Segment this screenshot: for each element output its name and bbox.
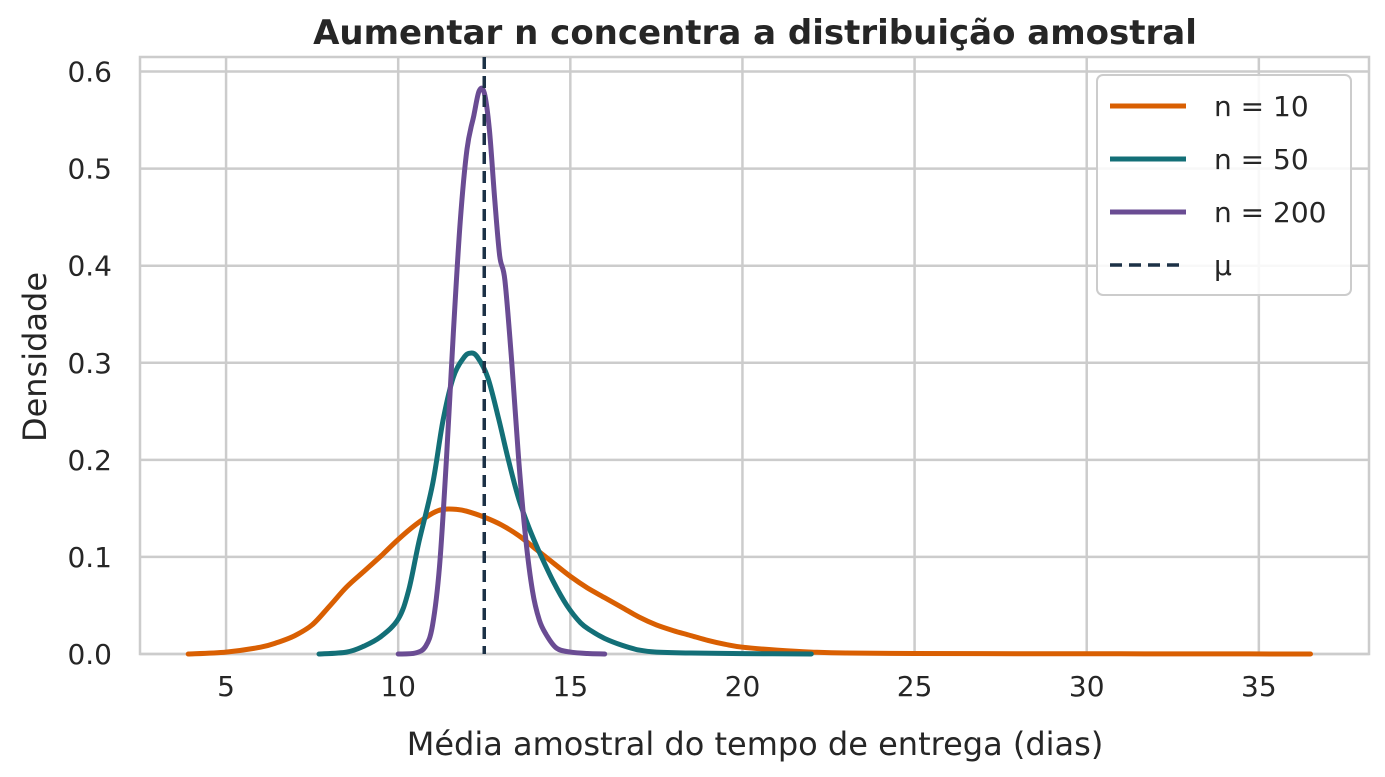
legend-box <box>1096 74 1352 296</box>
legend-label: n = 50 <box>1214 143 1309 176</box>
chart-title: Aumentar n concentra a distribuição amos… <box>313 13 1197 53</box>
legend-label: n = 200 <box>1214 196 1326 229</box>
y-tick-label: 0.0 <box>67 638 112 671</box>
y-tick-label: 0.2 <box>67 444 112 477</box>
y-tick-label: 0.1 <box>67 541 112 574</box>
x-tick-label: 35 <box>1241 670 1277 703</box>
x-tick-label: 25 <box>897 670 933 703</box>
series-line-3 <box>395 85 608 657</box>
x-tick-label: 30 <box>1069 670 1105 703</box>
y-tick-label: 0.5 <box>67 153 112 186</box>
x-tick-labels: 5 10 15 20 25 30 35 <box>217 670 1277 703</box>
legend-label: n = 10 <box>1214 90 1309 123</box>
legend-label: μ <box>1214 249 1232 282</box>
legend: n = 10 n = 50 n = 200 μ <box>1096 74 1352 296</box>
series-line-2 <box>316 350 814 657</box>
y-tick-label: 0.3 <box>67 347 112 380</box>
x-tick-label: 20 <box>725 670 761 703</box>
x-tick-label: 15 <box>553 670 589 703</box>
y-tick-labels: 0.0 0.1 0.2 0.3 0.4 0.5 0.6 <box>67 56 112 671</box>
x-tick-label: 10 <box>380 670 416 703</box>
x-axis-label: Média amostral do tempo de entrega (dias… <box>407 725 1104 763</box>
y-axis-label: Densidade <box>16 272 54 442</box>
series-line-1 <box>185 506 1313 657</box>
series-layer <box>185 85 1313 657</box>
y-tick-label: 0.6 <box>67 56 112 89</box>
y-tick-label: 0.4 <box>67 250 112 283</box>
x-tick-label: 5 <box>217 670 235 703</box>
